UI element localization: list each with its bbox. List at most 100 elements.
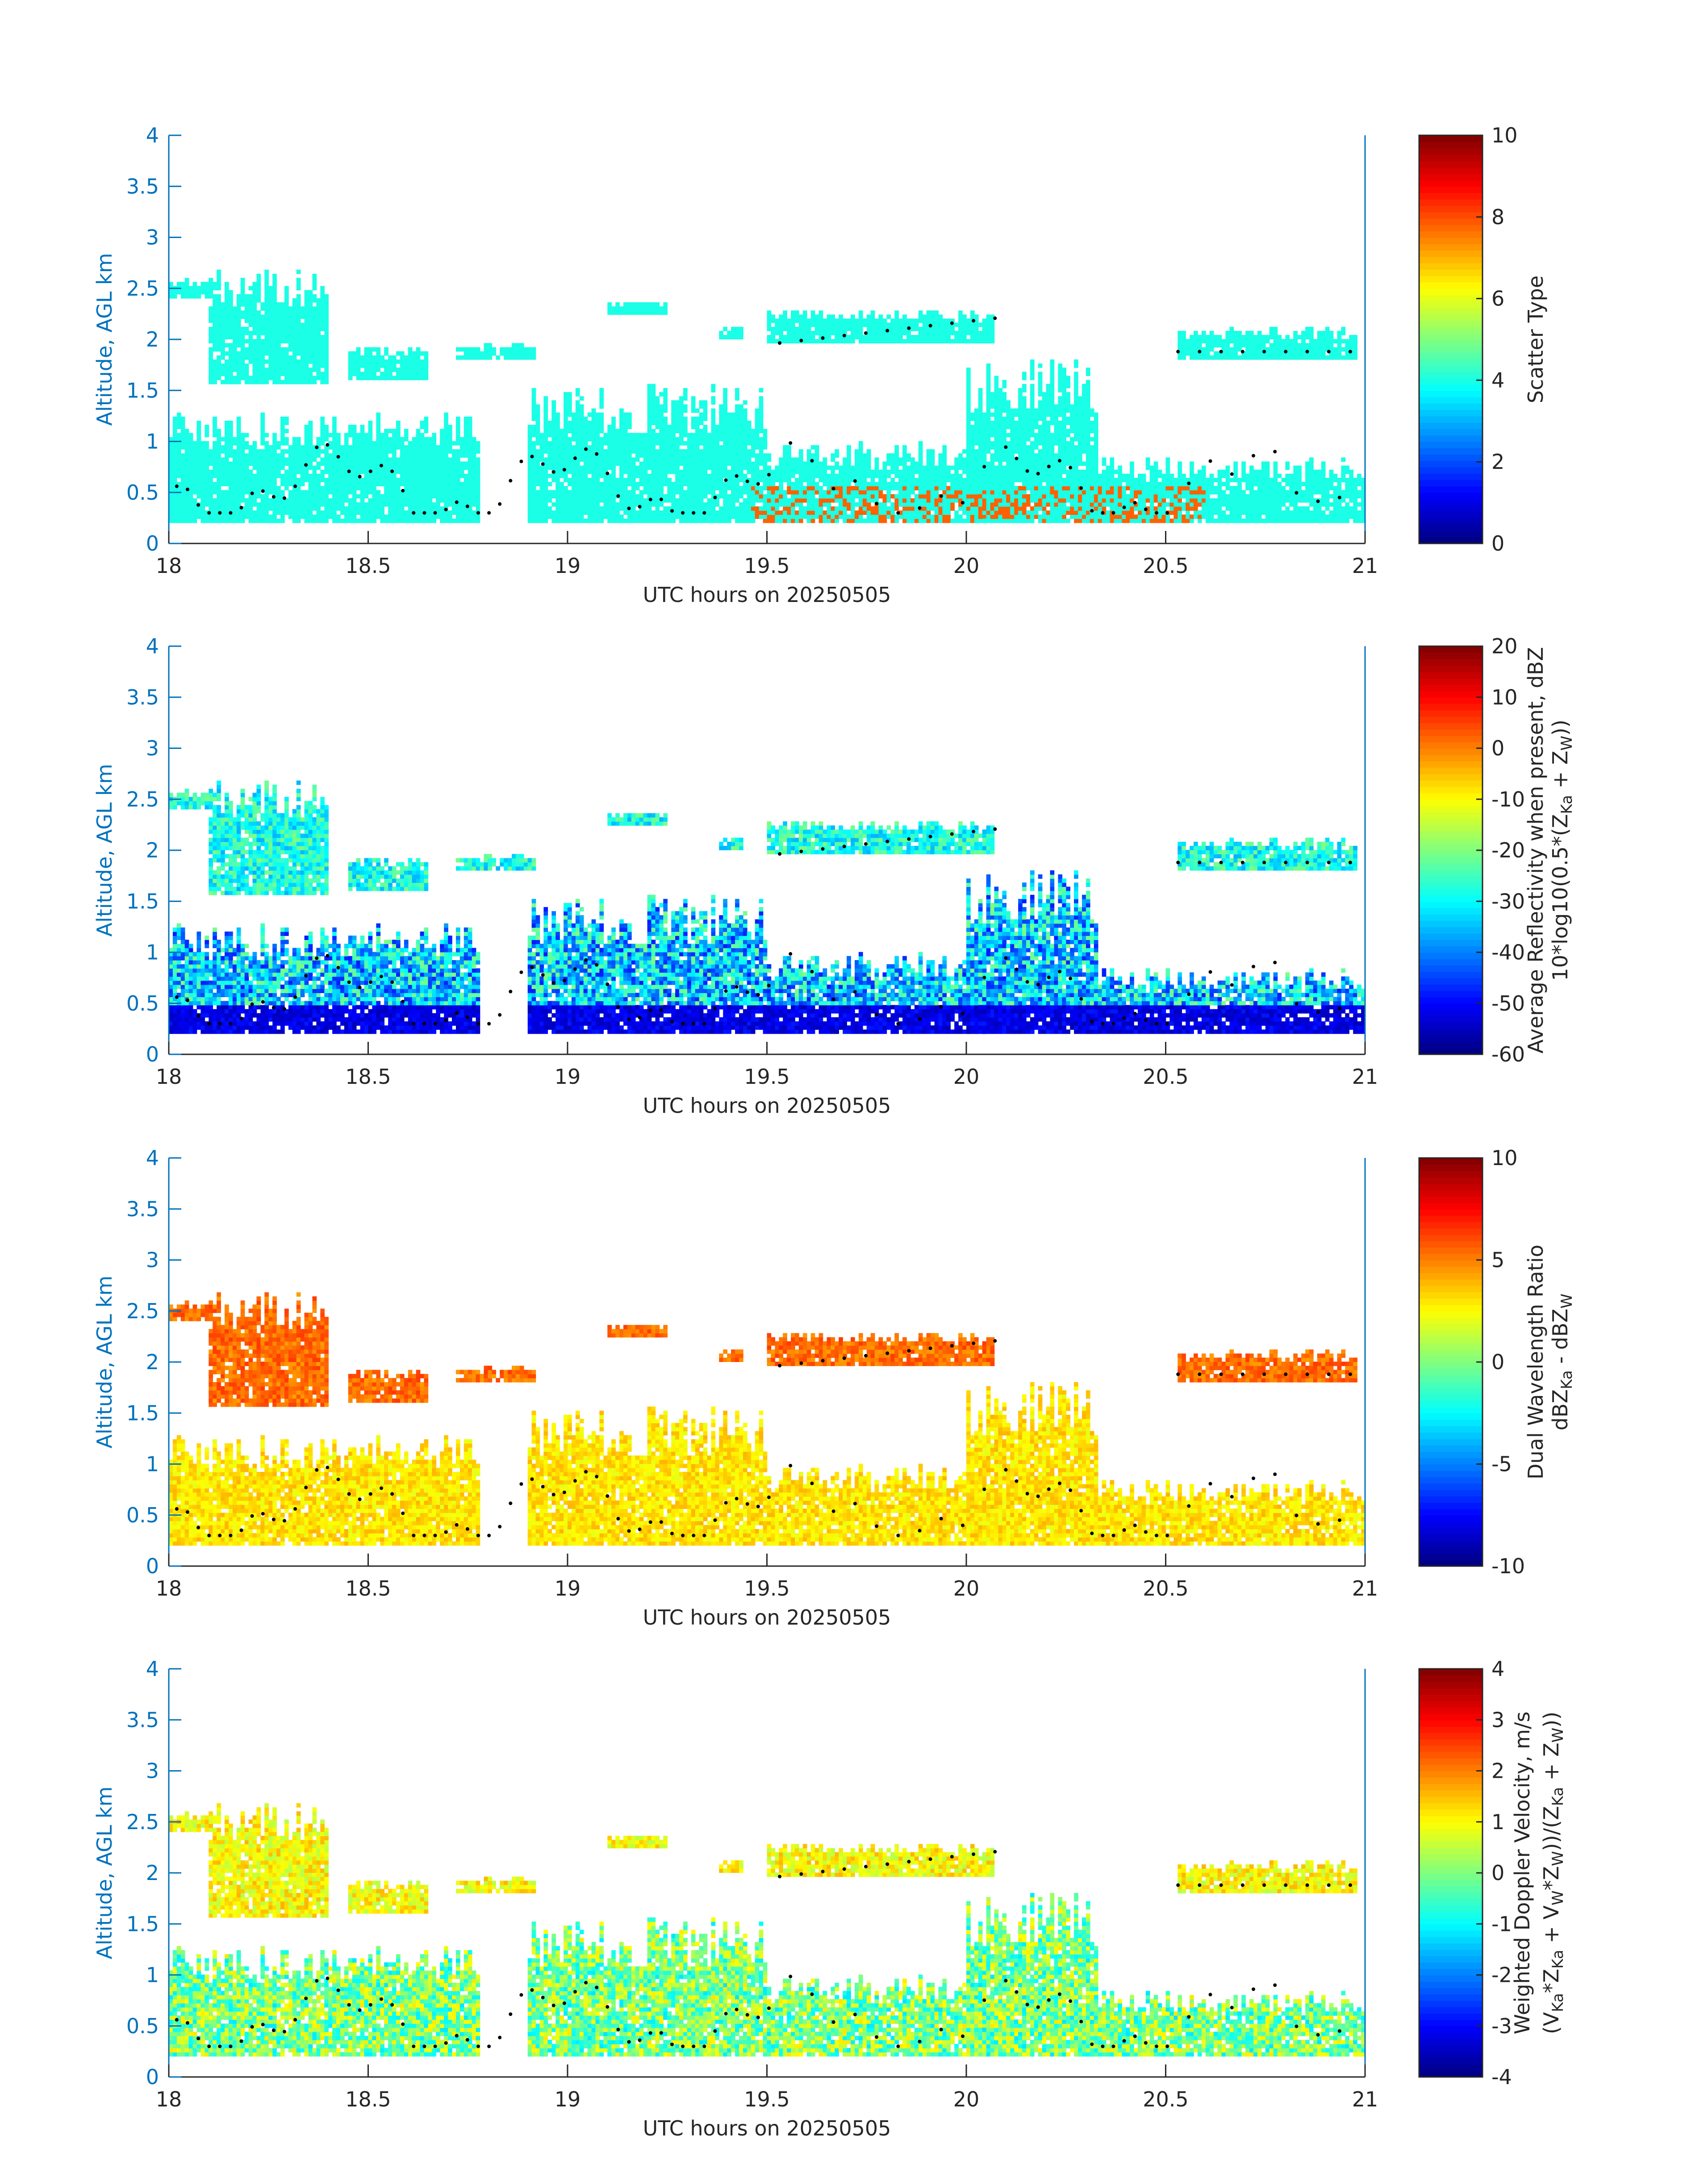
heatmap-cell bbox=[719, 409, 723, 413]
heatmap-cell bbox=[424, 478, 429, 482]
heatmap-cell bbox=[344, 449, 349, 454]
heatmap-cell bbox=[811, 331, 815, 335]
heatmap-cell bbox=[316, 461, 321, 466]
heatmap-cell bbox=[229, 343, 233, 347]
heatmap-cell bbox=[783, 445, 787, 450]
heatmap-cell bbox=[787, 482, 791, 486]
heatmap-cell bbox=[468, 425, 472, 429]
heatmap-cell bbox=[735, 417, 739, 421]
heatmap-cell bbox=[656, 404, 660, 409]
heatmap-cell bbox=[200, 498, 205, 503]
heatmap-cell bbox=[408, 461, 413, 466]
heatmap-cell bbox=[284, 372, 289, 376]
heatmap-cell bbox=[284, 310, 289, 315]
heatmap-cell bbox=[715, 449, 719, 454]
heatmap-cell bbox=[376, 510, 380, 515]
heatmap-cell bbox=[743, 518, 748, 523]
heatmap-cell bbox=[181, 478, 185, 482]
heatmap-cell bbox=[751, 486, 756, 490]
heatmap-cell bbox=[560, 490, 564, 494]
heatmap-cell bbox=[280, 466, 285, 470]
heatmap-cell bbox=[305, 310, 309, 315]
heatmap-cell bbox=[177, 502, 181, 507]
heatmap-cell bbox=[623, 486, 628, 490]
heatmap-cell bbox=[683, 470, 688, 474]
heatmap-cell bbox=[309, 453, 313, 458]
heatmap-cell bbox=[340, 478, 345, 482]
heatmap-cell bbox=[181, 282, 185, 286]
heatmap-cell bbox=[352, 490, 357, 494]
heatmap-cell bbox=[603, 453, 608, 458]
heatmap-cell bbox=[460, 518, 464, 523]
heatmap-cell bbox=[189, 437, 193, 442]
heatmap-cell bbox=[177, 514, 181, 519]
heatmap-cell bbox=[288, 368, 293, 372]
heatmap-cell bbox=[268, 514, 273, 519]
heatmap-cell bbox=[320, 510, 325, 515]
heatmap-cell bbox=[803, 474, 807, 478]
heatmap-cell bbox=[839, 331, 843, 335]
heatmap-cell bbox=[468, 445, 472, 450]
heatmap-cell bbox=[584, 453, 588, 458]
heatmap-cell bbox=[424, 445, 429, 450]
heatmap-cell bbox=[572, 474, 576, 478]
heatmap-cell bbox=[404, 494, 409, 499]
heatmap-cell bbox=[380, 445, 384, 450]
heatmap-cell bbox=[328, 466, 333, 470]
heatmap-cell bbox=[288, 314, 293, 319]
heatmap-cell bbox=[831, 478, 835, 482]
heatmap-cell bbox=[288, 306, 293, 311]
heatmap-cell bbox=[910, 319, 915, 323]
heatmap-cell bbox=[332, 506, 337, 511]
heatmap-cell bbox=[356, 433, 361, 437]
heatmap-cell bbox=[292, 449, 297, 454]
heatmap-cell bbox=[687, 437, 692, 442]
heatmap-cell bbox=[177, 433, 181, 437]
heatmap-cell bbox=[241, 351, 245, 356]
heatmap-cell bbox=[687, 449, 692, 454]
heatmap-cell bbox=[623, 518, 628, 523]
heatmap-cell bbox=[743, 490, 748, 494]
heatmap-cell bbox=[580, 498, 584, 503]
heatmap-cell bbox=[456, 421, 460, 425]
heatmap-cell bbox=[871, 506, 875, 511]
heatmap-cell bbox=[791, 498, 795, 503]
heatmap-cell bbox=[691, 490, 696, 494]
heatmap-cell bbox=[336, 482, 341, 486]
heatmap-cell bbox=[360, 518, 365, 523]
heatmap-cell bbox=[886, 490, 891, 494]
heatmap-cell bbox=[364, 470, 369, 474]
heatmap-cell bbox=[320, 474, 325, 478]
heatmap-cell bbox=[217, 331, 221, 335]
heatmap-cell bbox=[288, 327, 293, 331]
heatmap-cell bbox=[420, 433, 425, 437]
heatmap-cell bbox=[241, 437, 245, 442]
heatmap-cell bbox=[839, 486, 843, 490]
heatmap-cell bbox=[619, 445, 624, 450]
heatmap-cell bbox=[245, 433, 249, 437]
heatmap-cell bbox=[197, 441, 201, 446]
heatmap-cell bbox=[615, 457, 620, 462]
heatmap-cell bbox=[723, 506, 727, 511]
heatmap-cell bbox=[647, 441, 652, 446]
heatmap-cell bbox=[305, 355, 309, 360]
heatmap-cell bbox=[623, 445, 628, 450]
heatmap-cell bbox=[775, 331, 779, 335]
heatmap-cell bbox=[532, 490, 536, 494]
heatmap-cell bbox=[596, 502, 600, 507]
heatmap-cell bbox=[787, 319, 791, 323]
heatmap-cell bbox=[532, 498, 536, 503]
heatmap-cell bbox=[596, 466, 600, 470]
heatmap-cell bbox=[468, 478, 472, 482]
heatmap-cell bbox=[372, 478, 376, 482]
heatmap-cell bbox=[460, 355, 464, 360]
heatmap-cell bbox=[404, 461, 409, 466]
heatmap-cell bbox=[292, 351, 297, 356]
heatmap-cell bbox=[249, 376, 253, 380]
heatmap-cell bbox=[233, 327, 237, 331]
heatmap-cell bbox=[651, 388, 656, 393]
heatmap-cell bbox=[663, 409, 668, 413]
heatmap-cell bbox=[647, 429, 652, 433]
heatmap-cell bbox=[209, 482, 213, 486]
heatmap-cell bbox=[739, 478, 743, 482]
